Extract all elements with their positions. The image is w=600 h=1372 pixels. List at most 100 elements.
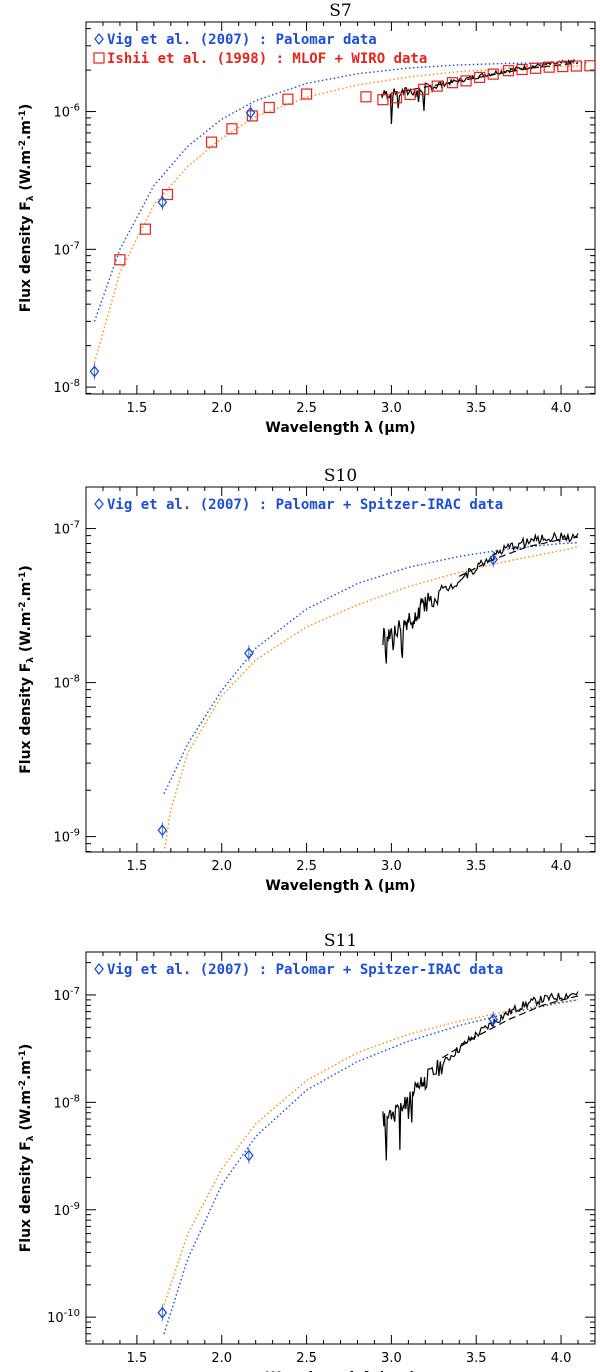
y-tick-base: 10	[53, 989, 70, 1004]
y-tick-exponent: -8	[70, 674, 80, 685]
legend-diamond-marker	[94, 32, 104, 46]
ishii-data-point	[377, 94, 389, 106]
y-axis-label-part: -2	[18, 140, 28, 150]
legend-label: Vig et al. (2007) : Palomar + Spitzer-IR…	[107, 497, 503, 513]
y-tick-base: 10	[53, 1204, 70, 1219]
y-tick-exponent: -9	[70, 828, 80, 839]
x-tick-label: 2.5	[296, 859, 317, 874]
panel-s7: S71.5 2.0 2.5 3.0 3.5 4.010-810-710-6Waveleng…	[18, 1, 596, 436]
y-axis-label-part: (W.m	[18, 1090, 34, 1135]
y-axis-label-part: )	[18, 1044, 34, 1050]
x-tick-label: 3.5	[466, 859, 487, 874]
data-layer	[157, 991, 579, 1335]
y-tick-label: 10-6	[53, 103, 80, 121]
ishii-data-point	[446, 77, 459, 89]
x-tick-label: 4.0	[551, 859, 572, 874]
ishii-data-point	[474, 71, 486, 83]
orange-dotted-model	[163, 999, 579, 1306]
y-tick-exponent: -7	[70, 240, 80, 251]
legend-label: Vig et al. (2007) : Palomar data	[107, 32, 377, 48]
y-axis-label-part: -1	[18, 572, 28, 582]
y-tick-label: 10-10	[47, 1308, 80, 1326]
ishii-data-point	[584, 60, 595, 72]
x-tick-label: 1.5	[127, 859, 148, 874]
ishii-data-point	[502, 65, 515, 77]
ishii-data-point	[226, 123, 238, 135]
y-axis-label: Flux density Fλ (W.m-2.m-1)	[18, 1044, 36, 1253]
blue-dotted-model	[163, 542, 579, 795]
ishii-data-point	[360, 91, 372, 103]
ishii-data-point	[557, 60, 569, 73]
y-axis-label-part: λ	[26, 1135, 36, 1141]
observed-spectrum	[382, 531, 579, 664]
y-tick-base: 10	[53, 831, 70, 846]
x-tick-label: 2.0	[211, 401, 232, 416]
chart-title: S7	[329, 1, 351, 21]
ishii-data-point	[543, 61, 555, 73]
y-axis-label-part: )	[18, 565, 34, 571]
y-tick-exponent: -9	[70, 1201, 80, 1212]
blue-dotted-model	[163, 999, 579, 1335]
x-tick-label: 2.0	[211, 859, 232, 874]
y-tick-base: 10	[47, 1311, 64, 1326]
x-tick-label: 2.0	[211, 1351, 232, 1366]
ishii-data-point	[530, 62, 542, 74]
x-tick-label: 3.0	[381, 859, 402, 874]
y-tick-base: 10	[53, 243, 70, 258]
x-tick-label: 1.5	[127, 401, 148, 416]
y-axis-label: Flux density Fλ (W.m-2.m-1)	[18, 104, 36, 313]
x-tick-label: 4.0	[551, 401, 572, 416]
y-axis-label-part: -1	[18, 110, 28, 120]
y-axis-label-part: .m	[18, 582, 34, 602]
y-tick-base: 10	[53, 523, 70, 538]
chart-title: S11	[324, 931, 357, 951]
y-tick-exponent: -8	[70, 1093, 80, 1104]
y-axis-label-part: .m	[18, 1060, 34, 1080]
ishii-data-point	[390, 92, 403, 104]
y-axis-label-part: Flux density F	[18, 663, 34, 774]
ishii-data-point	[300, 88, 313, 100]
ishii-data-point	[570, 60, 582, 72]
x-tick-label: 4.0	[551, 1351, 572, 1366]
x-tick-label: 3.0	[381, 1351, 402, 1366]
ishii-data-point	[139, 223, 151, 235]
x-tick-label: 3.5	[466, 1351, 487, 1366]
y-axis-label-part: -2	[18, 1080, 28, 1090]
x-tick-label: 3.0	[381, 401, 402, 416]
y-tick-base: 10	[53, 1096, 70, 1111]
y-tick-label: 10-9	[53, 828, 80, 846]
y-tick-exponent: -10	[64, 1308, 80, 1319]
x-tick-label: 2.5	[296, 1351, 317, 1366]
y-tick-exponent: -7	[70, 520, 80, 531]
ishii-data-point	[418, 83, 430, 95]
blue-dotted-model	[93, 62, 587, 322]
y-axis-label-part: λ	[26, 195, 36, 201]
legend-label: Ishii et al. (1998) : MLOF + WIRO data	[107, 51, 427, 67]
y-tick-label: 10-8	[53, 674, 80, 692]
ishii-data-point	[404, 88, 416, 101]
y-axis-label-part: -1	[18, 1050, 28, 1060]
y-tick-label: 10-8	[53, 378, 80, 396]
y-tick-base: 10	[53, 106, 70, 121]
ishii-data-point	[431, 80, 443, 92]
ishii-data-point	[161, 188, 174, 201]
plot-frame	[85, 486, 596, 853]
y-axis-label-part: (W.m	[18, 612, 34, 657]
dashed-model	[391, 62, 579, 94]
y-tick-label: 10-7	[53, 986, 80, 1004]
y-tick-exponent: -6	[70, 103, 80, 114]
ishii-data-point	[516, 63, 528, 76]
y-axis-label-part: -2	[18, 602, 28, 612]
x-tick-label: 3.5	[466, 401, 487, 416]
y-axis-label-part: Flux density F	[18, 201, 34, 312]
panel-s11: S111.52.02.53.03.54.010-1010-910-810-7Wa…	[18, 931, 596, 1372]
y-axis-label-part: (W.m	[18, 150, 34, 195]
y-tick-base: 10	[53, 677, 70, 692]
y-axis-label-part: Flux density F	[18, 1141, 34, 1252]
dashed-model	[459, 536, 579, 577]
y-tick-exponent: -8	[70, 378, 80, 389]
data-layer	[157, 531, 579, 852]
chart-title: S10	[324, 466, 357, 486]
